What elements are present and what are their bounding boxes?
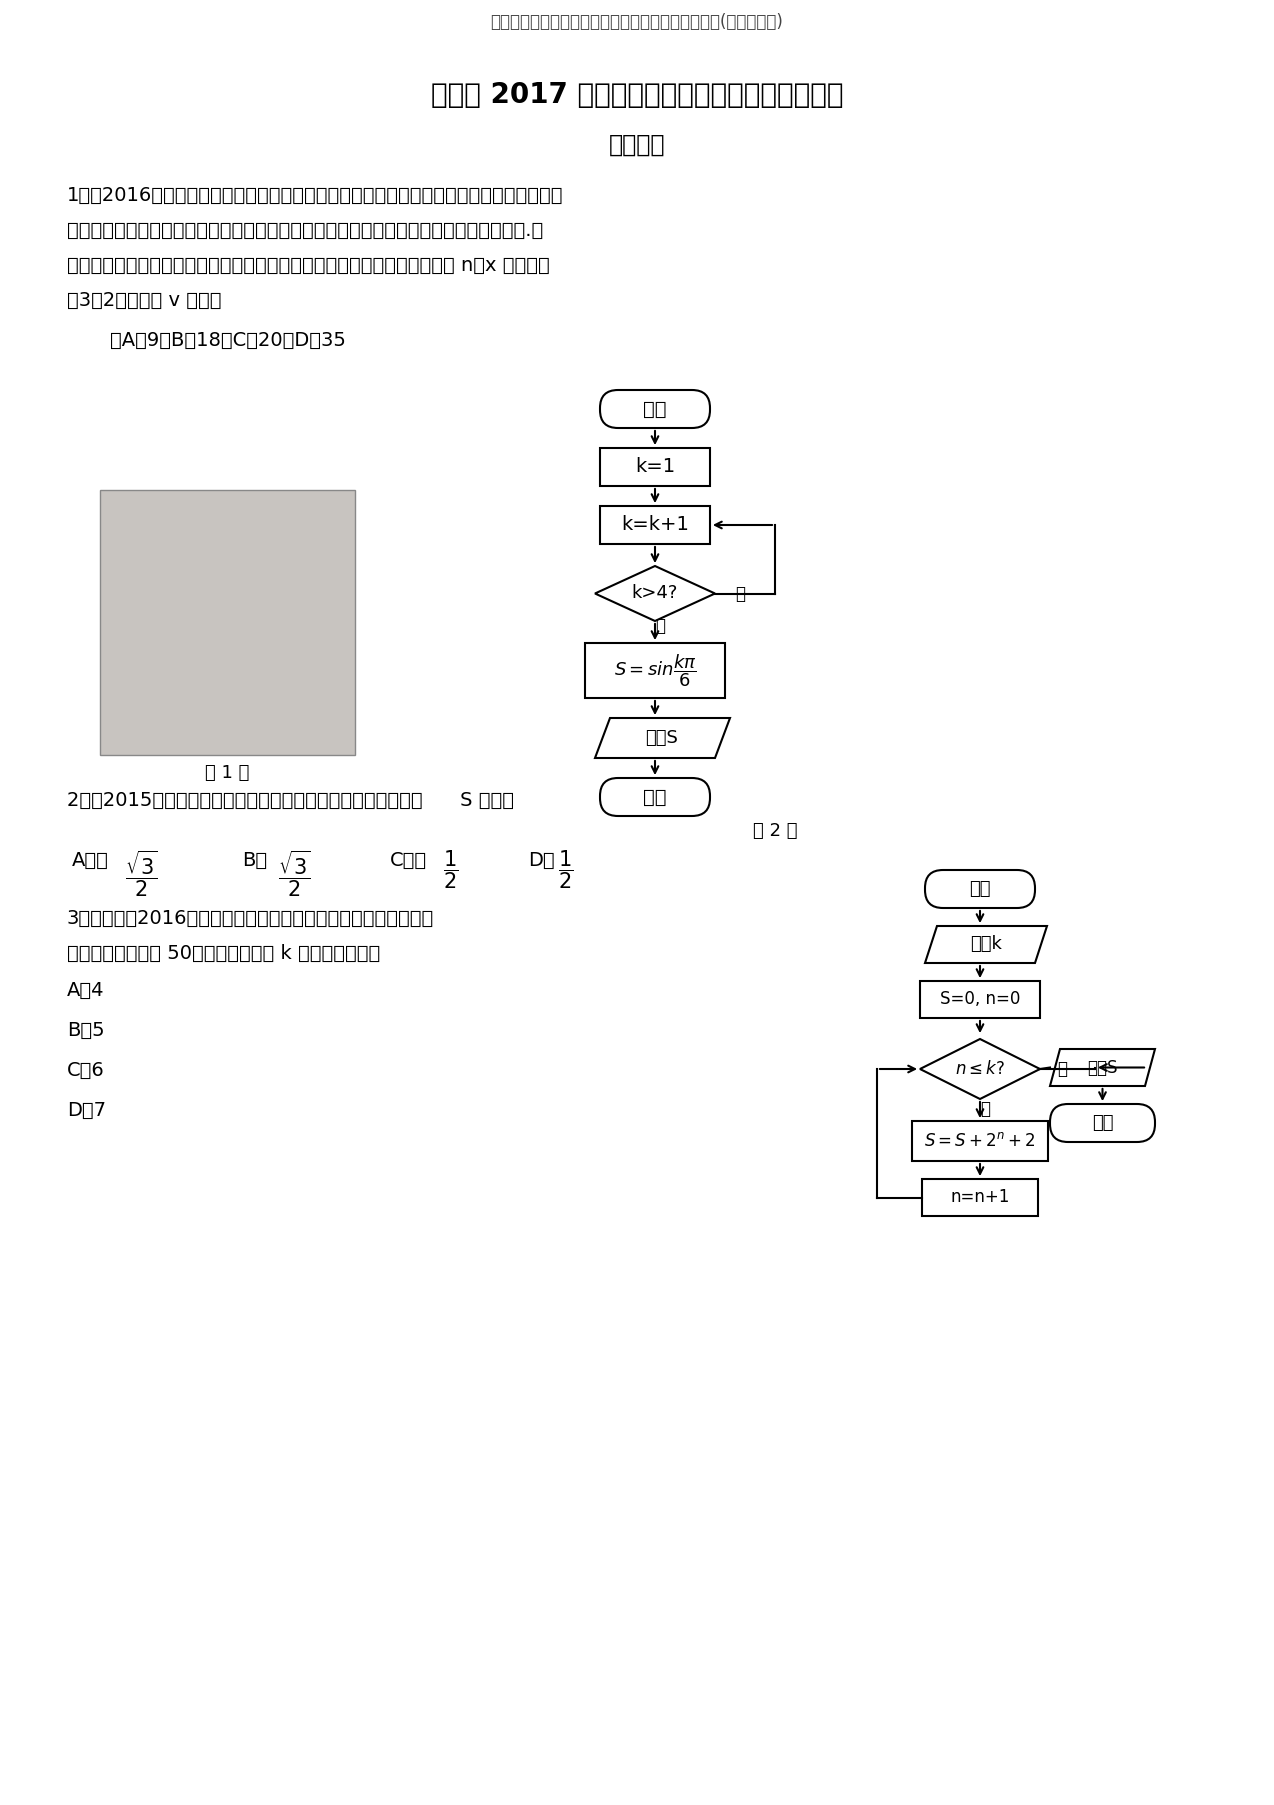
Text: k=1: k=1 — [634, 457, 675, 477]
Text: （A）9（B）18（C）20（D）35: （A）9（B）18（C）20（D）35 — [110, 330, 345, 350]
Text: $\dfrac{1}{2}$: $\dfrac{1}{2}$ — [443, 848, 459, 890]
Text: $S=S+2^n+2$: $S=S+2^n+2$ — [924, 1132, 1036, 1150]
Text: C．6: C．6 — [68, 1061, 104, 1079]
Bar — [585, 643, 725, 699]
Text: C．－: C．－ — [390, 850, 427, 870]
Polygon shape — [1050, 1049, 1156, 1087]
Text: B．5: B．5 — [68, 1020, 104, 1040]
Polygon shape — [925, 926, 1047, 964]
Text: 四川省高三数学理一轮复习专题打破训练：算法初步(含答案解析): 四川省高三数学理一轮复习专题打破训练：算法初步(含答案解析) — [490, 13, 784, 31]
Text: 第 2 题: 第 2 题 — [753, 821, 798, 839]
Text: k=k+1: k=k+1 — [620, 516, 689, 534]
Text: 是: 是 — [980, 1099, 990, 1117]
Text: 开始: 开始 — [643, 399, 666, 419]
FancyBboxPatch shape — [600, 390, 710, 428]
Text: 输出S: 输出S — [1087, 1058, 1117, 1076]
Text: B．: B． — [242, 850, 268, 870]
Text: 1、（2016年四川省高考）秦九韶是我国南宋使其的数学家，普州（现四川省安岳县）人，: 1、（2016年四川省高考）秦九韶是我国南宋使其的数学家，普州（现四川省安岳县）… — [68, 186, 563, 204]
Text: 否: 否 — [1057, 1060, 1068, 1078]
Polygon shape — [920, 1040, 1040, 1099]
Text: 结束: 结束 — [1092, 1114, 1113, 1132]
Text: 四川省 2017 届高三数学理一轮复习专题打破训练: 四川省 2017 届高三数学理一轮复习专题打破训练 — [431, 81, 843, 108]
FancyBboxPatch shape — [1050, 1105, 1156, 1143]
FancyBboxPatch shape — [600, 778, 710, 816]
Text: 结束: 结束 — [643, 787, 666, 807]
FancyBboxPatch shape — [99, 489, 355, 754]
Text: 是: 是 — [655, 617, 665, 635]
Text: 输入k: 输入k — [970, 935, 1001, 953]
Text: $S = sin\dfrac{k\pi}{6}$: $S = sin\dfrac{k\pi}{6}$ — [614, 652, 697, 690]
Text: 算法初步: 算法初步 — [609, 134, 665, 157]
Bar — [600, 505, 710, 543]
Text: S=0, n=0: S=0, n=0 — [940, 991, 1020, 1009]
Text: 开始: 开始 — [970, 881, 991, 899]
Text: 第 1 题: 第 1 题 — [205, 764, 250, 782]
Text: 为3、2，则输出 v 的值为: 为3、2，则输出 v 的值为 — [68, 291, 222, 309]
Text: 图所示的程序框图给出了利用秦九韶算法求某多项式值的一个实例，若输入 n，x 的值分别: 图所示的程序框图给出了利用秦九韶算法求某多项式值的一个实例，若输入 n，x 的值… — [68, 256, 550, 274]
Text: 输出的结果不大于 50，则输入的整数 k 的最大值为（）: 输出的结果不大于 50，则输入的整数 k 的最大值为（） — [68, 944, 380, 962]
FancyBboxPatch shape — [925, 870, 1034, 908]
Text: $n\leq k?$: $n\leq k?$ — [954, 1060, 1005, 1078]
Text: D．7: D．7 — [68, 1101, 106, 1119]
Polygon shape — [595, 718, 730, 758]
Text: 输出S: 输出S — [646, 729, 679, 747]
Text: k>4?: k>4? — [632, 585, 678, 603]
Text: $\dfrac{\sqrt{3}}{2}$: $\dfrac{\sqrt{3}}{2}$ — [125, 848, 158, 899]
Bar — [920, 980, 1040, 1018]
Text: 他在所著的《数书九章》中提出的多项式求值的秦九韶算法，到此刻仍是比较先进的算法.如: 他在所著的《数书九章》中提出的多项式求值的秦九韶算法，到此刻仍是比较先进的算法.… — [68, 220, 543, 240]
Text: 否: 否 — [735, 585, 745, 603]
Text: A．－: A．－ — [73, 850, 108, 870]
Text: A．4: A．4 — [68, 980, 104, 1000]
Text: $\dfrac{1}{2}$: $\dfrac{1}{2}$ — [558, 848, 573, 890]
Bar — [912, 1121, 1049, 1161]
Text: n=n+1: n=n+1 — [950, 1188, 1010, 1206]
Text: 3、（四川省2016届高三展望金卷）执行以下列图程序框图，若使: 3、（四川省2016届高三展望金卷）执行以下列图程序框图，若使 — [68, 908, 434, 928]
Text: $\dfrac{\sqrt{3}}{2}$: $\dfrac{\sqrt{3}}{2}$ — [278, 848, 311, 899]
Bar — [922, 1179, 1038, 1217]
Polygon shape — [595, 567, 715, 621]
Text: D．: D． — [527, 850, 554, 870]
Bar — [600, 448, 710, 486]
Text: 2、（2015年四川省高考）执行如右上图所示的程序框图，输出      S 的值是: 2、（2015年四川省高考）执行如右上图所示的程序框图，输出 S 的值是 — [68, 791, 513, 809]
